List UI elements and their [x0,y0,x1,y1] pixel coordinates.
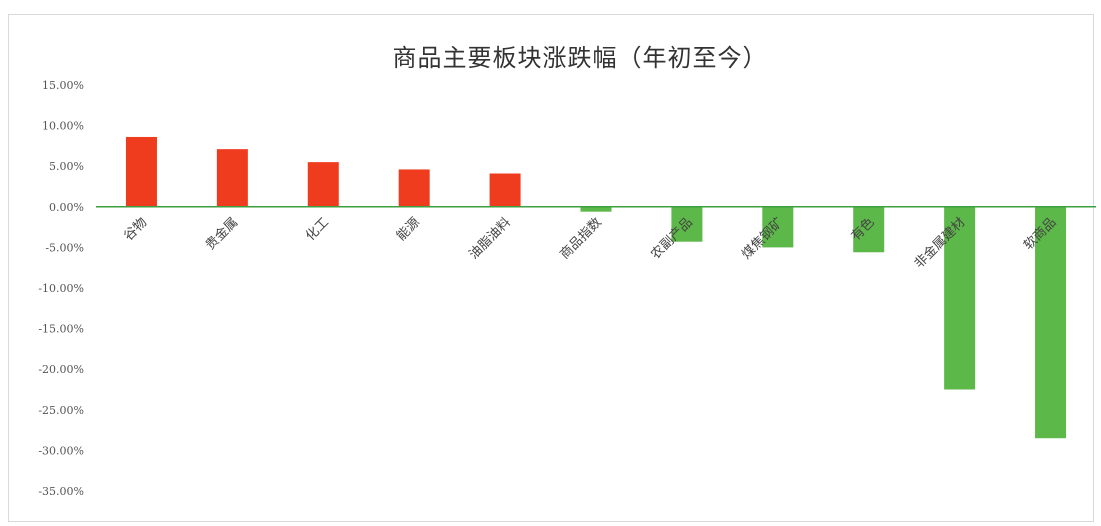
chart-title: 商品主要板块涨跌幅（年初至今） [393,44,768,72]
bar-8 [853,206,885,253]
y-tick-label: -35.00% [38,485,84,498]
bar-1 [216,149,248,207]
bar-2 [307,162,339,207]
y-tick-label: 15.00% [42,79,84,92]
bar-0 [125,136,157,207]
bar-10 [1035,206,1067,439]
bar-5 [580,206,612,212]
bar-6 [671,206,703,242]
x-axis: 谷物 贵金属 化工 能源 油脂油料 商品指数 农副产品 煤焦钢矿 有色 非金属建材 软商品 [121,214,1059,271]
x-tick-label: 贵金属 [202,214,241,253]
y-tick-label: -25.00% [38,404,84,417]
y-tick-label: -15.00% [38,323,84,336]
x-tick-label: 商品指数 [557,215,604,262]
y-tick-label: -20.00% [38,363,84,376]
y-tick-label: 10.00% [42,120,84,133]
y-tick-label: -10.00% [38,282,84,295]
bars-group [96,136,1096,439]
y-tick-label: 5.00% [49,160,84,173]
x-tick-label: 谷物 [121,215,150,244]
y-tick-label: -30.00% [38,444,84,457]
y-tick-label: -5.00% [45,241,84,254]
x-tick-label: 油脂油料 [467,215,514,262]
chart-frame [8,14,1094,522]
y-axis: 15.00% 10.00% 5.00% 0.00% -5.00% -10.00% -15.0… [38,79,84,498]
bar-4 [489,173,521,207]
bar-9 [944,206,976,390]
y-tick-label: 0.00% [49,201,84,214]
bar-3 [398,169,430,207]
x-tick-label: 能源 [394,215,423,244]
x-tick-label: 化工 [303,215,332,244]
bar-7 [762,206,794,248]
